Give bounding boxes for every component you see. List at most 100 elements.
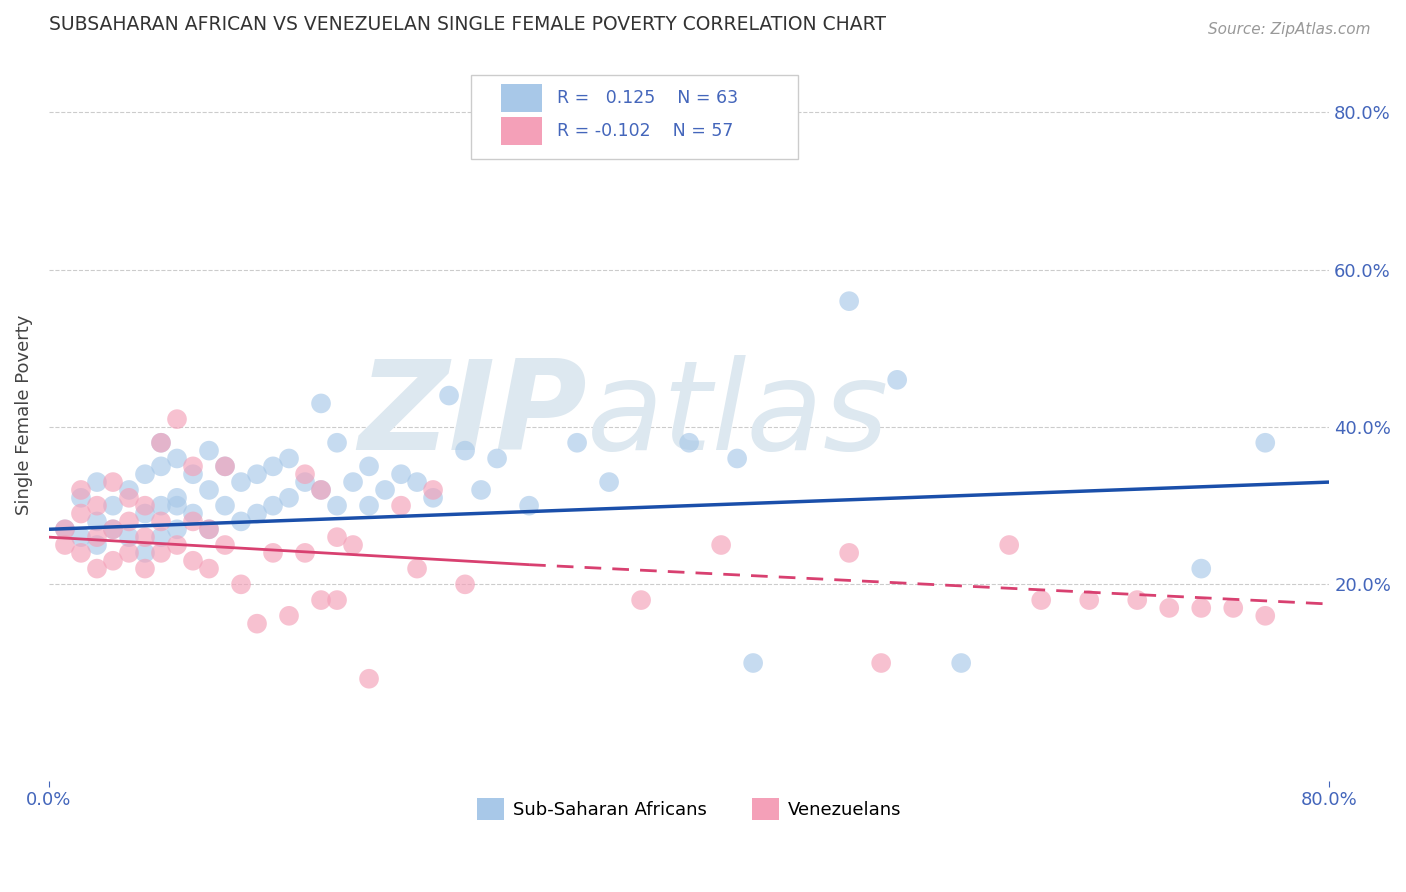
Point [101,554,124,568]
Point [357,499,380,513]
Point [294,475,316,489]
Point [134,546,156,560]
Point [198,561,221,575]
Point [86,499,108,513]
Point [422,483,444,497]
Point [262,546,284,560]
Point [886,373,908,387]
Point [389,467,412,482]
Point [454,443,477,458]
Point [309,396,332,410]
Point [309,483,332,497]
Point [742,656,765,670]
Point [1254,435,1277,450]
Point [70,546,93,560]
Point [181,507,204,521]
Point [118,530,141,544]
Point [406,561,429,575]
Point [326,435,349,450]
Point [86,475,108,489]
Legend: Sub-Saharan Africans, Venezuelans: Sub-Saharan Africans, Venezuelans [470,790,908,827]
Point [134,530,156,544]
Point [214,459,236,474]
Point [678,435,700,450]
Point [262,459,284,474]
Point [118,515,141,529]
Point [326,530,349,544]
Y-axis label: Single Female Poverty: Single Female Poverty [15,315,32,516]
Point [262,499,284,513]
Point [198,522,221,536]
Point [198,443,221,458]
Point [118,491,141,505]
Point [101,499,124,513]
Text: R =   0.125    N = 63: R = 0.125 N = 63 [557,88,738,107]
Point [406,475,429,489]
Point [166,491,188,505]
Point [342,538,364,552]
Point [181,467,204,482]
Point [710,538,733,552]
Point [166,538,188,552]
Point [1126,593,1149,607]
Point [950,656,973,670]
Point [181,459,204,474]
Point [214,459,236,474]
Point [998,538,1021,552]
Point [598,475,620,489]
Point [53,522,76,536]
Point [1254,608,1277,623]
Text: SUBSAHARAN AFRICAN VS VENEZUELAN SINGLE FEMALE POVERTY CORRELATION CHART: SUBSAHARAN AFRICAN VS VENEZUELAN SINGLE … [49,15,886,34]
Point [246,616,269,631]
Point [1222,601,1244,615]
Point [517,499,540,513]
Point [1078,593,1101,607]
Point [486,451,509,466]
Point [342,475,364,489]
Point [101,522,124,536]
FancyBboxPatch shape [501,84,541,112]
Point [1159,601,1181,615]
Point [181,554,204,568]
Point [294,546,316,560]
Point [134,561,156,575]
Point [278,491,301,505]
FancyBboxPatch shape [471,75,799,159]
Text: ZIP: ZIP [359,355,586,475]
Point [150,459,173,474]
Text: R = -0.102    N = 57: R = -0.102 N = 57 [557,121,734,140]
Point [838,294,860,309]
Point [326,499,349,513]
Point [294,467,316,482]
Point [86,561,108,575]
Point [214,499,236,513]
Point [86,538,108,552]
FancyBboxPatch shape [501,117,541,145]
Point [70,483,93,497]
Point [150,435,173,450]
Point [53,538,76,552]
Point [278,451,301,466]
Point [389,499,412,513]
Point [357,672,380,686]
Point [101,475,124,489]
Point [214,538,236,552]
Point [229,515,252,529]
Point [118,483,141,497]
Point [70,507,93,521]
Point [134,507,156,521]
Point [181,515,204,529]
Point [470,483,492,497]
Point [118,546,141,560]
Point [150,530,173,544]
Point [1189,561,1212,575]
Point [1031,593,1053,607]
Point [150,435,173,450]
Point [309,593,332,607]
Point [278,608,301,623]
Point [70,491,93,505]
Point [229,475,252,489]
Point [630,593,652,607]
Point [86,515,108,529]
Point [150,515,173,529]
